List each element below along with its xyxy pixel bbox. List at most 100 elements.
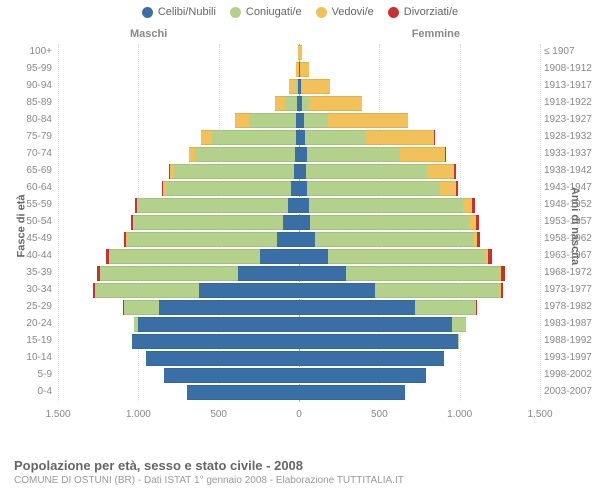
bar-segment	[299, 147, 307, 162]
bar-rows: 100+≤ 190795-991908-191290-941913-191785…	[58, 44, 540, 402]
legend-swatch	[230, 7, 241, 18]
bar-female	[299, 232, 480, 247]
age-label: 65-69	[12, 165, 52, 176]
age-label: 95-99	[12, 63, 52, 74]
bar-male	[93, 283, 299, 298]
bar-segment	[134, 215, 283, 230]
bar-female	[299, 113, 408, 128]
bar-segment	[501, 266, 504, 281]
bar-segment	[138, 317, 299, 332]
birth-year-label: 1953-1957	[544, 216, 598, 227]
birth-year-label: 1943-1947	[544, 182, 598, 193]
bar-segment	[299, 300, 415, 315]
x-tick-label: 500	[210, 409, 227, 420]
age-label: 40-44	[12, 250, 52, 261]
age-row: 75-791928-1932	[58, 129, 540, 146]
bar-segment	[501, 283, 503, 298]
age-label: 60-64	[12, 182, 52, 193]
bar-segment	[476, 215, 479, 230]
bar-segment	[328, 113, 408, 128]
bar-male	[235, 113, 299, 128]
bar-segment	[299, 164, 306, 179]
age-label: 85-89	[12, 97, 52, 108]
age-label: 80-84	[12, 114, 52, 125]
bar-male	[135, 198, 299, 213]
bar-segment	[277, 232, 299, 247]
bar-segment	[299, 368, 426, 383]
bar-segment	[299, 232, 315, 247]
bar-segment	[306, 164, 427, 179]
age-label: 25-29	[12, 301, 52, 312]
bar-segment	[95, 283, 199, 298]
bar-segment	[212, 130, 296, 145]
legend: Celibi/Nubili Coniugati/e Vedovi/e Divorzia…	[0, 6, 600, 18]
bar-female	[299, 147, 446, 162]
bar-female	[299, 249, 492, 264]
bar-segment	[199, 283, 299, 298]
age-row: 0-42003-2007	[58, 384, 540, 401]
age-row: 35-391968-1972	[58, 265, 540, 282]
birth-year-label: 1988-1992	[544, 335, 598, 346]
bar-male	[123, 300, 299, 315]
bar-segment	[307, 181, 440, 196]
bar-segment	[477, 232, 480, 247]
legend-item: Vedovi/e	[316, 6, 374, 18]
bar-segment	[238, 266, 299, 281]
column-header-male: Maschi	[130, 28, 167, 40]
age-row: 95-991908-1912	[58, 61, 540, 78]
age-row: 70-741933-1937	[58, 146, 540, 163]
bar-female	[299, 385, 405, 400]
bar-segment	[164, 368, 299, 383]
bar-segment	[315, 232, 472, 247]
birth-year-label: 1938-1942	[544, 165, 598, 176]
x-tick-label: 1.500	[527, 409, 552, 420]
legend-label: Celibi/Nubili	[158, 6, 216, 18]
bar-male	[164, 368, 299, 383]
bar-segment	[235, 113, 249, 128]
age-label: 75-79	[12, 131, 52, 142]
bar-female	[299, 300, 477, 315]
age-label: 35-39	[12, 267, 52, 278]
grid-line	[540, 44, 541, 402]
age-row: 15-191988-1992	[58, 333, 540, 350]
bar-segment	[365, 130, 434, 145]
bar-segment	[299, 266, 346, 281]
bar-segment	[109, 249, 260, 264]
bar-female	[299, 266, 505, 281]
bar-segment	[299, 385, 405, 400]
age-row: 80-841923-1927	[58, 112, 540, 129]
bar-segment	[454, 164, 456, 179]
age-row: 30-341973-1977	[58, 282, 540, 299]
birth-year-label: 2003-2007	[544, 386, 598, 397]
legend-swatch	[388, 7, 399, 18]
bar-female	[299, 351, 444, 366]
bar-segment	[249, 113, 296, 128]
bar-segment	[283, 215, 299, 230]
bar-female	[299, 96, 362, 111]
bar-female	[299, 215, 479, 230]
x-tick-label: 1.500	[45, 409, 70, 420]
legend-label: Divorziati/e	[404, 6, 458, 18]
age-label: 30-34	[12, 284, 52, 295]
age-label: 10-14	[12, 352, 52, 363]
age-row: 55-591948-1952	[58, 197, 540, 214]
age-label: 70-74	[12, 148, 52, 159]
bar-segment	[304, 113, 328, 128]
bar-segment	[463, 198, 473, 213]
age-label: 100+	[12, 46, 52, 57]
bar-segment	[291, 181, 299, 196]
legend-item: Coniugati/e	[230, 6, 302, 18]
legend-label: Vedovi/e	[332, 6, 374, 18]
x-tick-label: 1.000	[126, 409, 151, 420]
bar-female	[299, 79, 330, 94]
bar-segment	[328, 249, 485, 264]
bar-female	[299, 283, 503, 298]
bar-segment	[309, 198, 463, 213]
bar-segment	[124, 300, 159, 315]
bar-segment	[458, 334, 459, 349]
bar-segment	[187, 385, 299, 400]
birth-year-label: 1923-1927	[544, 114, 598, 125]
bar-male	[189, 147, 299, 162]
bar-segment	[201, 130, 212, 145]
birth-year-label: 1913-1917	[544, 80, 598, 91]
